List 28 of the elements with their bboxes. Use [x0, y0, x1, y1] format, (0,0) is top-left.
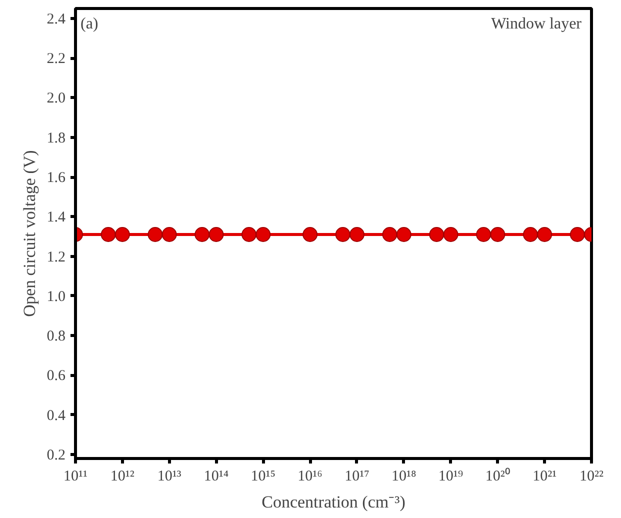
annotation: Window layer [491, 16, 582, 32]
x-tick-label: 10¹² [110, 468, 135, 484]
y-tick-label: 2.2 [46, 51, 66, 68]
x-tick-label: 10¹¹ [64, 468, 88, 484]
y-tick-label: 0.6 [46, 368, 66, 384]
x-tick-label: 10²² [580, 468, 604, 484]
x-tick-label: 10¹⁸ [392, 468, 416, 484]
x-tick-label: 10¹⁴ [204, 468, 229, 484]
y-tick-label: 2.0 [46, 90, 66, 107]
x-tick-label: 10¹⁵ [250, 468, 276, 484]
y-tick-label: 1.8 [46, 130, 66, 146]
x-tick-label: 10¹⁶ [298, 468, 322, 484]
y-tick-label: 1.2 [46, 249, 66, 266]
y-tick-label: 1.0 [46, 288, 66, 305]
y-tick-label: 2.4 [46, 11, 66, 28]
y-tick-label: 0.8 [46, 328, 66, 345]
y-tick-label: 1.6 [46, 170, 66, 186]
x-tick-label: 10²¹ [532, 468, 557, 484]
x-axis-title: Concentration (cm⁻³) [262, 492, 406, 512]
y-axis-title: Open circuit voltage (V) [20, 150, 39, 317]
y-tick-label: 0.4 [46, 408, 66, 424]
y-tick-label: 0.2 [46, 448, 66, 464]
annotation: (a) [80, 16, 98, 32]
x-tick-label: 10²⁰ [485, 468, 510, 484]
x-tick-label: 10¹⁷ [344, 468, 370, 484]
x-tick-label: 10¹³ [157, 468, 182, 484]
x-tick-label: 10¹⁹ [438, 468, 464, 484]
y-tick-label: 1.4 [46, 210, 66, 226]
